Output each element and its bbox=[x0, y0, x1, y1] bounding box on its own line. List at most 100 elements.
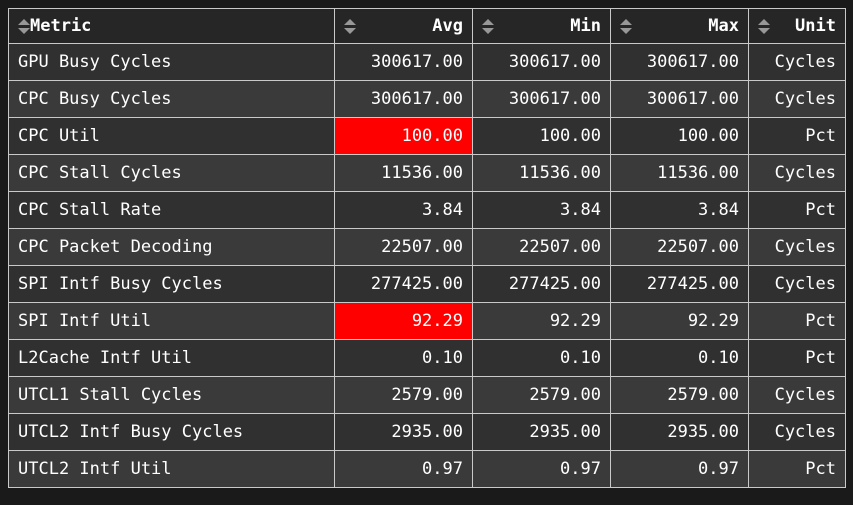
cell-avg: 0.97 bbox=[334, 450, 473, 488]
cell-unit: Pct bbox=[748, 450, 846, 488]
cell-max: 0.97 bbox=[610, 450, 749, 488]
cell-avg: 277425.00 bbox=[334, 265, 473, 303]
column-header-min[interactable]: Min bbox=[472, 8, 611, 44]
cell-metric: CPC Stall Rate bbox=[8, 191, 335, 229]
cell-unit: Cycles bbox=[748, 80, 846, 118]
cell-max: 3.84 bbox=[610, 191, 749, 229]
column-header-max[interactable]: Max bbox=[610, 8, 749, 44]
cell-metric: SPI Intf Busy Cycles bbox=[8, 265, 335, 303]
sort-descending-icon bbox=[620, 27, 632, 34]
cell-avg: 92.29 bbox=[334, 302, 473, 340]
cell-metric: CPC Util bbox=[8, 117, 335, 155]
cell-metric: L2Cache Intf Util bbox=[8, 339, 335, 377]
table-row: CPC Busy Cycles 300617.00 300617.00 3006… bbox=[8, 80, 846, 118]
column-label: Metric bbox=[30, 16, 92, 36]
column-label: Avg bbox=[432, 16, 463, 36]
cell-avg: 2579.00 bbox=[334, 376, 473, 414]
cell-avg: 22507.00 bbox=[334, 228, 473, 266]
column-label: Max bbox=[708, 16, 739, 36]
cell-max: 11536.00 bbox=[610, 154, 749, 192]
cell-max: 300617.00 bbox=[610, 43, 749, 81]
column-header-unit[interactable]: Unit bbox=[748, 8, 846, 44]
cell-min: 92.29 bbox=[472, 302, 611, 340]
table-row: SPI Intf Util 92.29 92.29 92.29 Pct bbox=[8, 302, 846, 340]
cell-min: 0.10 bbox=[472, 339, 611, 377]
sort-descending-icon bbox=[758, 27, 770, 34]
cell-max: 277425.00 bbox=[610, 265, 749, 303]
cell-metric: GPU Busy Cycles bbox=[8, 43, 335, 81]
cell-unit: Cycles bbox=[748, 154, 846, 192]
cell-unit: Pct bbox=[748, 191, 846, 229]
cell-min: 11536.00 bbox=[472, 154, 611, 192]
cell-unit: Pct bbox=[748, 302, 846, 340]
cell-avg: 3.84 bbox=[334, 191, 473, 229]
cell-min: 277425.00 bbox=[472, 265, 611, 303]
sort-descending-icon bbox=[18, 27, 30, 34]
cell-metric: UTCL2 Intf Util bbox=[8, 450, 335, 488]
cell-max: 22507.00 bbox=[610, 228, 749, 266]
cell-unit: Pct bbox=[748, 339, 846, 377]
cell-unit: Pct bbox=[748, 117, 846, 155]
column-label: Min bbox=[570, 16, 601, 36]
column-label: Unit bbox=[795, 16, 836, 36]
cell-min: 2579.00 bbox=[472, 376, 611, 414]
table-row: UTCL1 Stall Cycles 2579.00 2579.00 2579.… bbox=[8, 376, 846, 414]
cell-metric: UTCL1 Stall Cycles bbox=[8, 376, 335, 414]
table-row: CPC Util 100.00 100.00 100.00 Pct bbox=[8, 117, 846, 155]
cell-min: 300617.00 bbox=[472, 80, 611, 118]
table-row: UTCL2 Intf Util 0.97 0.97 0.97 Pct bbox=[8, 450, 846, 488]
table-row: CPC Stall Cycles 11536.00 11536.00 11536… bbox=[8, 154, 846, 192]
table-row: CPC Stall Rate 3.84 3.84 3.84 Pct bbox=[8, 191, 846, 229]
sort-ascending-icon bbox=[482, 18, 494, 25]
sort-icon bbox=[344, 18, 356, 34]
cell-max: 100.00 bbox=[610, 117, 749, 155]
table-row: SPI Intf Busy Cycles 277425.00 277425.00… bbox=[8, 265, 846, 303]
table-row: GPU Busy Cycles 300617.00 300617.00 3006… bbox=[8, 43, 846, 81]
cell-avg: 0.10 bbox=[334, 339, 473, 377]
cell-min: 0.97 bbox=[472, 450, 611, 488]
column-header-metric[interactable]: Metric bbox=[8, 8, 335, 44]
cell-metric: CPC Packet Decoding bbox=[8, 228, 335, 266]
cell-avg: 100.00 bbox=[334, 117, 473, 155]
sort-descending-icon bbox=[344, 27, 356, 34]
cell-metric: SPI Intf Util bbox=[8, 302, 335, 340]
cell-max: 300617.00 bbox=[610, 80, 749, 118]
sort-icon bbox=[18, 18, 30, 34]
sort-ascending-icon bbox=[758, 18, 770, 25]
cell-unit: Cycles bbox=[748, 413, 846, 451]
sort-descending-icon bbox=[482, 27, 494, 34]
sort-icon bbox=[758, 18, 770, 34]
cell-unit: Cycles bbox=[748, 265, 846, 303]
table-row: UTCL2 Intf Busy Cycles 2935.00 2935.00 2… bbox=[8, 413, 846, 451]
header-row: Metric Avg Min Max bbox=[8, 8, 846, 44]
cell-unit: Cycles bbox=[748, 43, 846, 81]
cell-metric: CPC Busy Cycles bbox=[8, 80, 335, 118]
cell-max: 92.29 bbox=[610, 302, 749, 340]
cell-max: 0.10 bbox=[610, 339, 749, 377]
cell-unit: Cycles bbox=[748, 376, 846, 414]
cell-max: 2579.00 bbox=[610, 376, 749, 414]
cell-unit: Cycles bbox=[748, 228, 846, 266]
cell-avg: 300617.00 bbox=[334, 43, 473, 81]
sort-icon bbox=[482, 18, 494, 34]
sort-ascending-icon bbox=[620, 18, 632, 25]
table-row: L2Cache Intf Util 0.10 0.10 0.10 Pct bbox=[8, 339, 846, 377]
cell-min: 3.84 bbox=[472, 191, 611, 229]
sort-icon bbox=[620, 18, 632, 34]
metrics-table: Metric Avg Min Max bbox=[8, 8, 846, 488]
table-row: CPC Packet Decoding 22507.00 22507.00 22… bbox=[8, 228, 846, 266]
cell-min: 2935.00 bbox=[472, 413, 611, 451]
cell-avg: 11536.00 bbox=[334, 154, 473, 192]
cell-metric: UTCL2 Intf Busy Cycles bbox=[8, 413, 335, 451]
sort-ascending-icon bbox=[18, 18, 30, 25]
column-header-avg[interactable]: Avg bbox=[334, 8, 473, 44]
cell-max: 2935.00 bbox=[610, 413, 749, 451]
sort-ascending-icon bbox=[344, 18, 356, 25]
cell-min: 22507.00 bbox=[472, 228, 611, 266]
cell-metric: CPC Stall Cycles bbox=[8, 154, 335, 192]
cell-min: 100.00 bbox=[472, 117, 611, 155]
cell-min: 300617.00 bbox=[472, 43, 611, 81]
cell-avg: 2935.00 bbox=[334, 413, 473, 451]
table-body: GPU Busy Cycles 300617.00 300617.00 3006… bbox=[8, 43, 846, 488]
